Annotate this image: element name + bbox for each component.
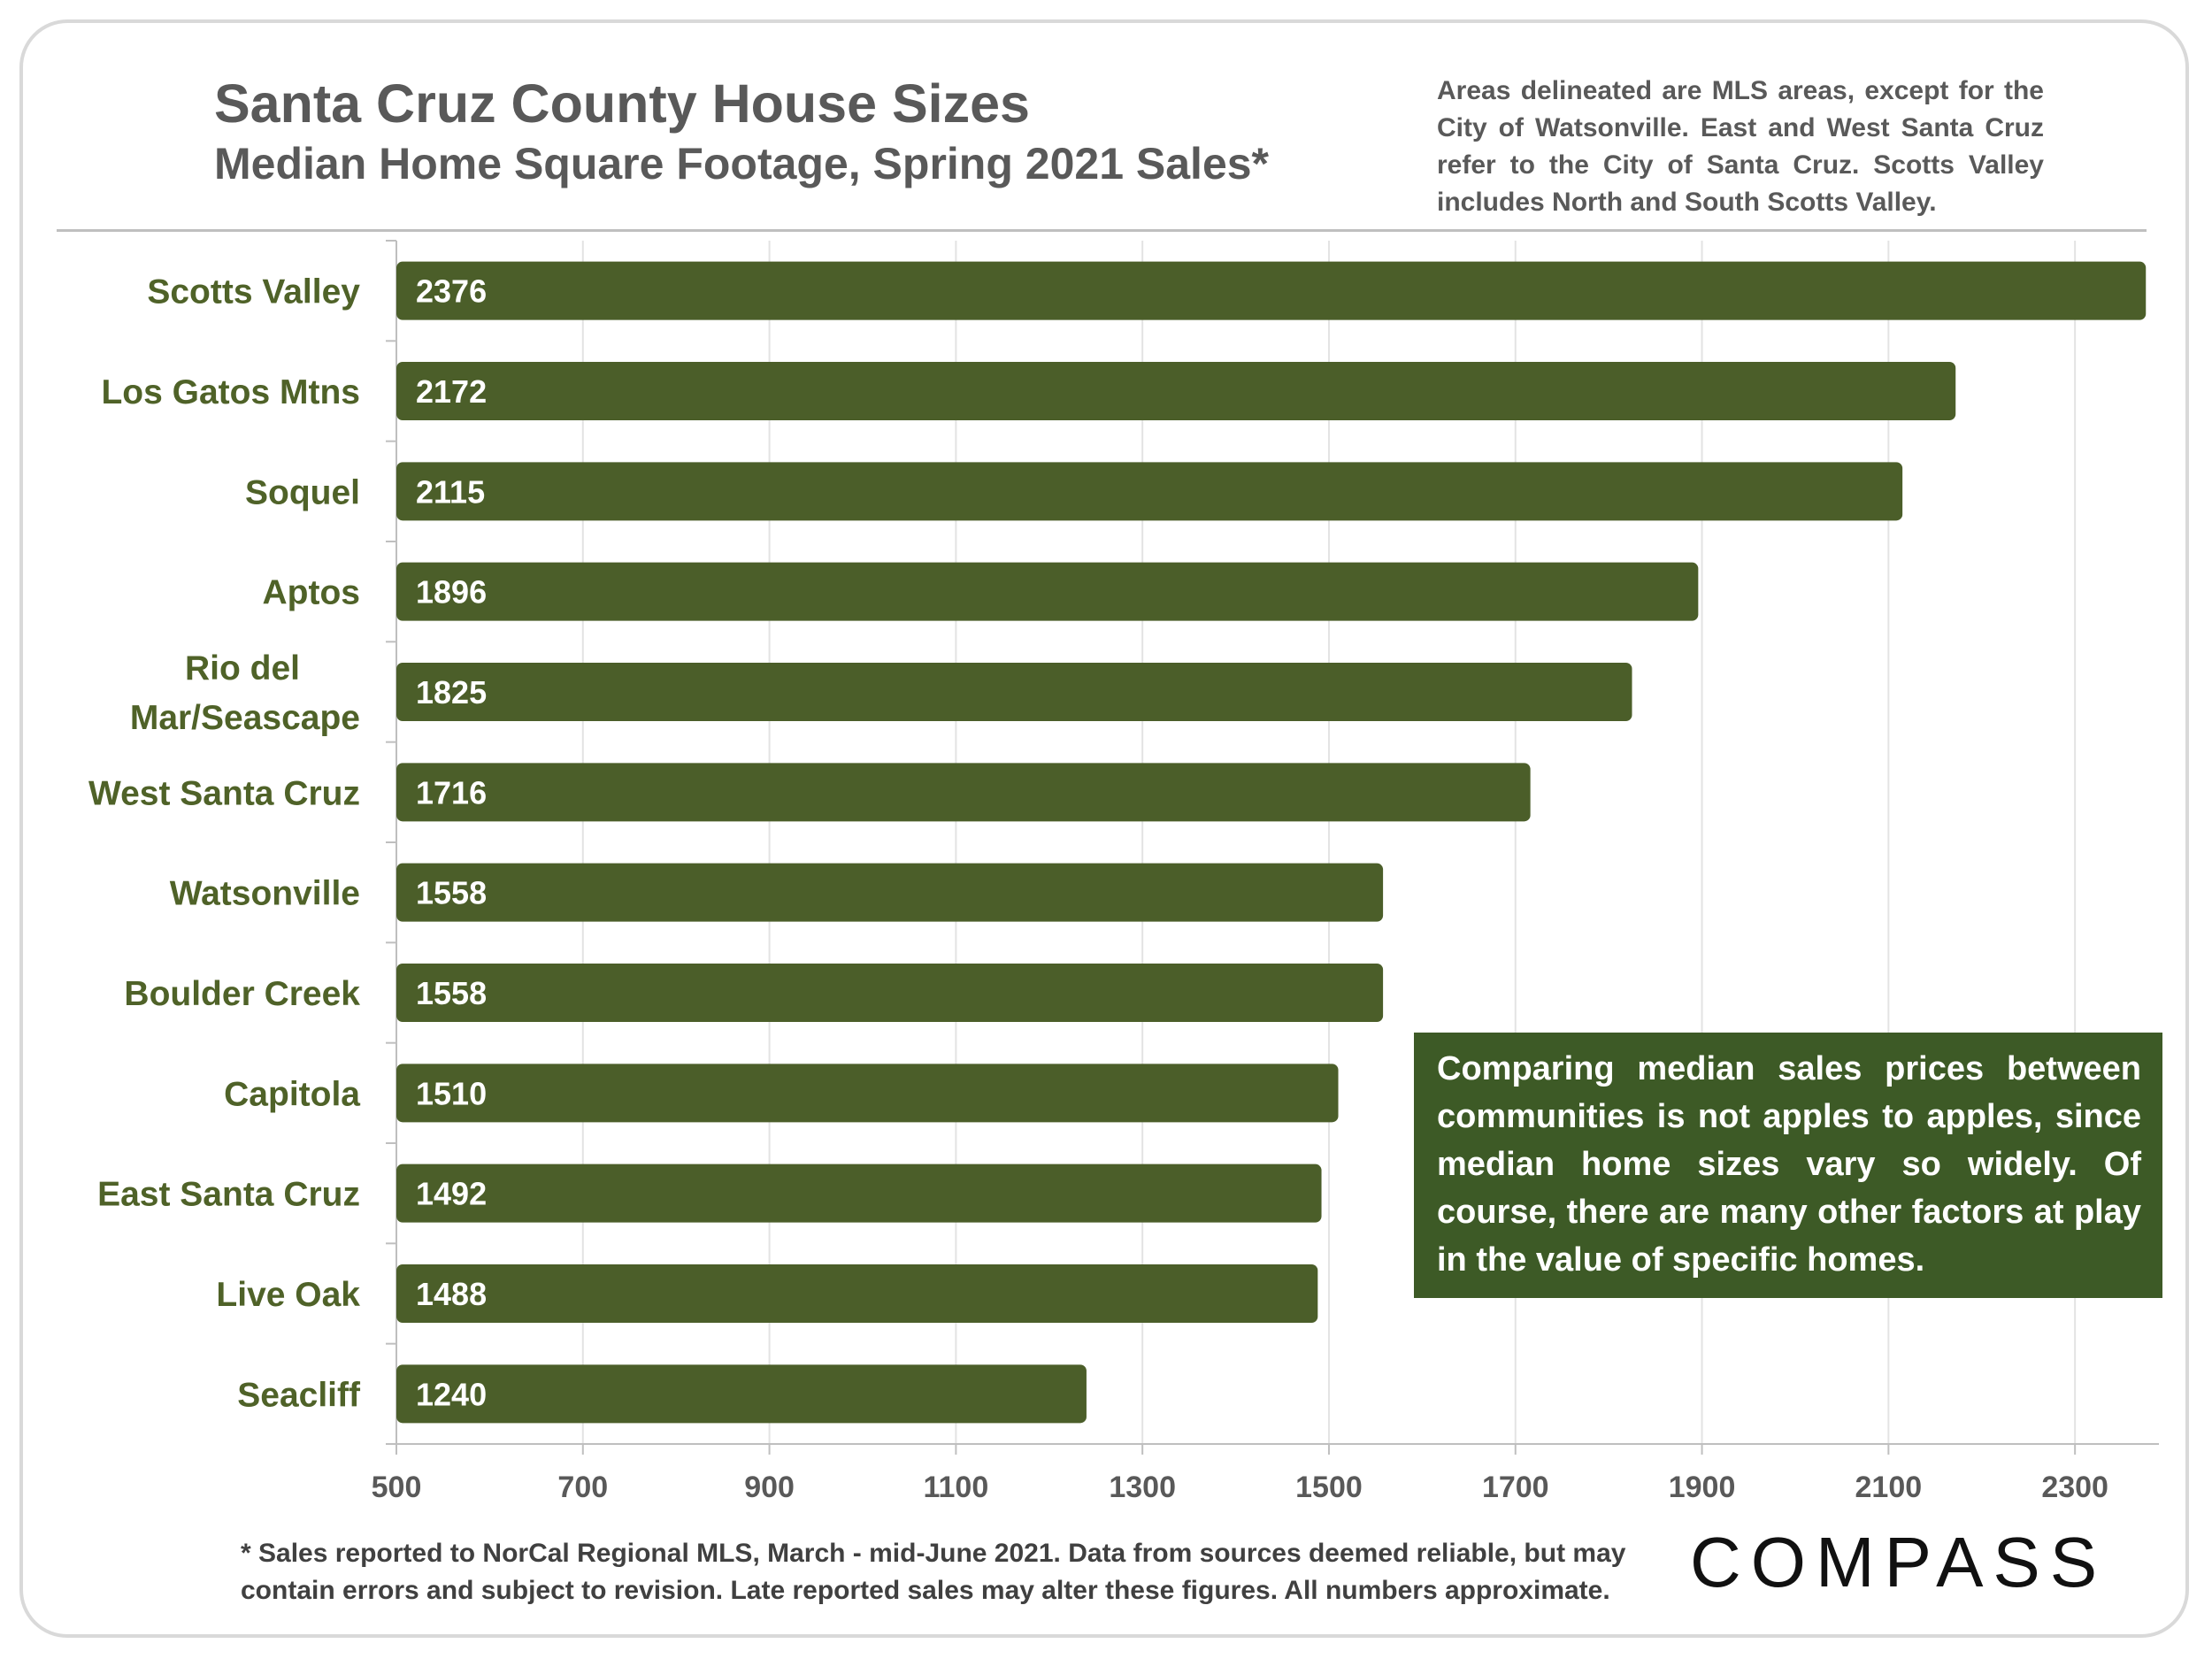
- x-tick-label: 900: [744, 1471, 795, 1504]
- chart-title: Santa Cruz County House Sizes: [214, 73, 1030, 134]
- bar-value-label: 2172: [416, 373, 487, 410]
- bar: [396, 763, 1531, 822]
- category-label: East Santa Cruz: [97, 1176, 360, 1214]
- x-tick-label: 1500: [1295, 1471, 1363, 1504]
- bar-value-label: 1240: [416, 1376, 487, 1412]
- x-tick-label: 1700: [1482, 1471, 1549, 1504]
- bar: [396, 562, 1699, 621]
- category-label: Capitola: [224, 1075, 360, 1113]
- footnote-line-2: contain errors and subject to revision. …: [241, 1576, 1610, 1605]
- category-label: West Santa Cruz: [88, 774, 360, 812]
- callout-text: Comparing median sales prices between co…: [1437, 1050, 2141, 1279]
- bar-value-label: 1896: [416, 574, 487, 611]
- bar-value-label: 1558: [416, 875, 487, 911]
- bar: [396, 261, 2147, 320]
- category-label: Watsonville: [170, 875, 360, 913]
- bar-value-label: 1716: [416, 774, 487, 810]
- footnote-line-1: * Sales reported to NorCal Regional MLS,…: [241, 1539, 1626, 1568]
- bar: [396, 1364, 1087, 1424]
- bar: [396, 863, 1384, 922]
- bar: [396, 362, 1956, 420]
- x-tick-label: 2100: [1855, 1471, 1923, 1504]
- category-label: Aptos: [263, 574, 361, 612]
- bar: [396, 964, 1384, 1022]
- footnote: * Sales reported to NorCal Regional MLS,…: [241, 1535, 1692, 1609]
- category-label: Live Oak: [216, 1276, 360, 1314]
- chart-subtitle: Median Home Square Footage, Spring 2021 …: [214, 139, 1270, 188]
- bar-value-label: 2376: [416, 273, 487, 310]
- x-tick-label: 1300: [1109, 1471, 1176, 1504]
- category-label: Boulder Creek: [124, 975, 360, 1013]
- bar: [396, 1264, 1318, 1323]
- header-divider: [57, 229, 2147, 232]
- category-label: Los Gatos Mtns: [101, 373, 360, 411]
- bar-value-label: 1492: [416, 1176, 487, 1212]
- bar-value-label: 1558: [416, 975, 487, 1011]
- x-tick-label: 500: [372, 1471, 422, 1504]
- bar-value-label: 1488: [416, 1276, 487, 1312]
- bar: [396, 663, 1632, 721]
- bar-value-label: 2115: [416, 473, 485, 510]
- bar: [396, 1064, 1339, 1123]
- category-label: Scotts Valley: [147, 273, 360, 311]
- compass-logo: COMPASS: [1690, 1523, 2108, 1601]
- x-tick-label: 700: [557, 1471, 608, 1504]
- area-note: Areas delineated are MLS areas, except f…: [1437, 76, 2044, 217]
- x-tick-label: 2300: [2041, 1471, 2108, 1504]
- callout-box: Comparing median sales prices between co…: [1414, 1033, 2162, 1298]
- category-label: Soquel: [245, 473, 360, 511]
- category-label: Rio del: [185, 649, 300, 687]
- bar-value-label: 1825: [416, 674, 487, 710]
- x-tick-label: 1100: [923, 1471, 988, 1504]
- bar-value-label: 1510: [416, 1075, 487, 1111]
- category-label: Mar/Seascape: [130, 699, 360, 737]
- bar: [396, 1164, 1322, 1223]
- bar: [396, 462, 1903, 521]
- category-label: Seacliff: [237, 1376, 361, 1414]
- x-tick-label: 1900: [1669, 1471, 1736, 1504]
